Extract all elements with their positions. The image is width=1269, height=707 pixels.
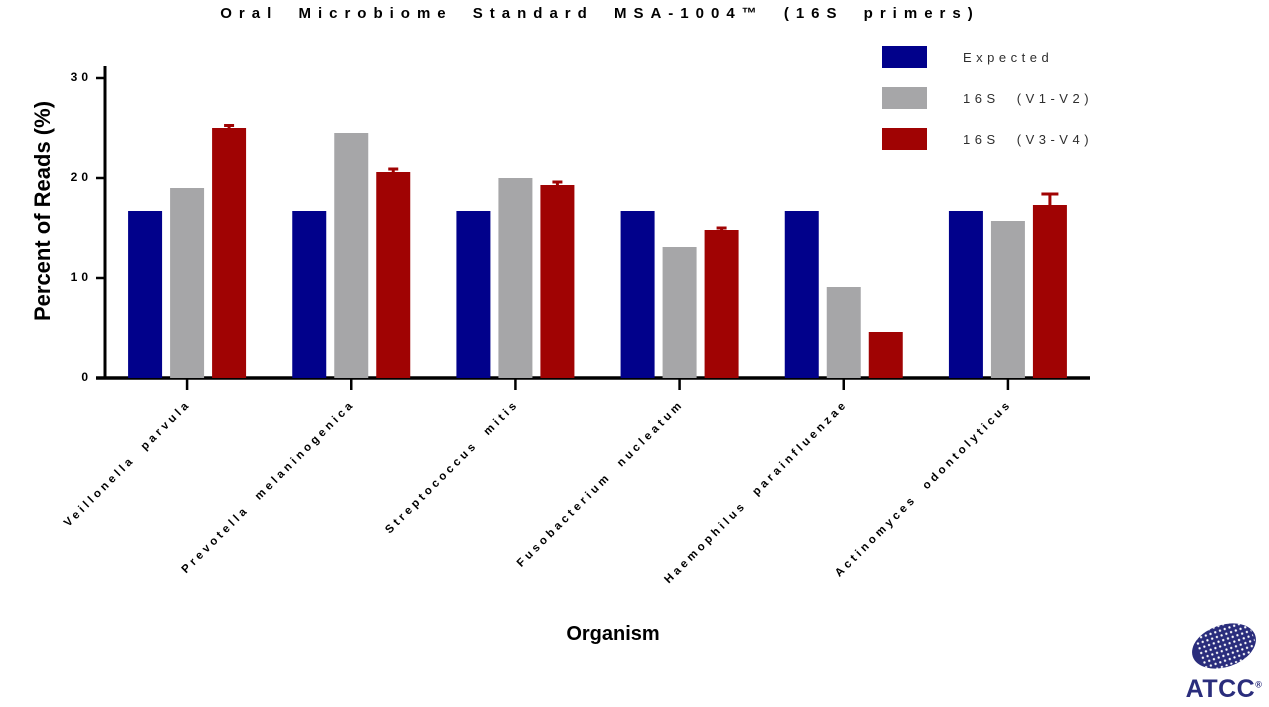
bar-0-1 xyxy=(292,211,327,378)
legend-item: 16S (V1-V2) xyxy=(882,87,1093,109)
legend-label: 16S (V3-V4) xyxy=(963,131,1094,147)
legend-label: Expected xyxy=(963,49,1054,65)
bar-2-3 xyxy=(704,230,739,378)
legend-swatch xyxy=(882,87,927,109)
bar-2-1 xyxy=(376,172,411,378)
legend: Expected 16S (V1-V2) 16S (V3-V4) xyxy=(882,46,1093,150)
bar-1-2 xyxy=(498,178,533,378)
bar-1-1 xyxy=(334,133,369,378)
atcc-globe-icon xyxy=(1190,615,1260,674)
bar-1-5 xyxy=(990,221,1025,378)
legend-swatch xyxy=(882,46,927,68)
y-tick-label: 20 xyxy=(70,170,92,184)
atcc-logo-text: ATCC® xyxy=(1183,675,1265,704)
atcc-wordmark: ATCC xyxy=(1185,675,1256,703)
bar-0-3 xyxy=(620,211,655,378)
bar-2-5 xyxy=(1032,205,1067,378)
bar-1-3 xyxy=(662,247,697,378)
chart-title: Oral Microbiome Standard MSA-1004™ (16S … xyxy=(220,5,980,22)
legend-item: Expected xyxy=(882,46,1093,68)
bar-0-0 xyxy=(128,211,163,378)
bar-1-0 xyxy=(170,188,205,378)
legend-label: 16S (V1-V2) xyxy=(963,90,1094,106)
y-tick-label: 10 xyxy=(70,270,92,284)
y-tick-label: 0 xyxy=(81,370,92,384)
bar-0-2 xyxy=(456,211,491,378)
bar-2-0 xyxy=(212,128,247,378)
bar-2-2 xyxy=(540,185,575,378)
bar-0-5 xyxy=(948,211,983,378)
bar-2-4 xyxy=(868,332,903,378)
x-axis-title: Organism xyxy=(566,623,660,645)
legend-swatch xyxy=(882,128,927,150)
y-tick-label: 30 xyxy=(70,70,92,84)
bar-0-4 xyxy=(784,211,819,378)
bar-1-4 xyxy=(826,287,861,378)
legend-item: 16S (V3-V4) xyxy=(882,128,1093,150)
atcc-logo: ATCC® xyxy=(1183,615,1265,704)
registered-mark: ® xyxy=(1255,679,1263,690)
